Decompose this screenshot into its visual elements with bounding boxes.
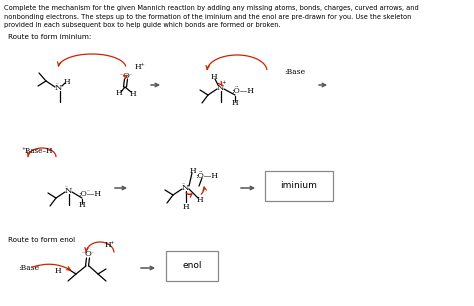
- Bar: [166, 251, 218, 281]
- Text: N: N: [182, 184, 189, 192]
- Text: ··: ··: [55, 81, 59, 86]
- Text: Route to form iminium:: Route to form iminium:: [8, 34, 91, 40]
- Text: nonbonding electrons. The steps up to the formation of the iminium and the enol : nonbonding electrons. The steps up to th…: [4, 13, 411, 20]
- Text: provided in each subsequent box to help guide which bonds are formed or broken.: provided in each subsequent box to help …: [4, 22, 281, 28]
- Text: N: N: [216, 84, 224, 92]
- Text: H: H: [232, 99, 238, 107]
- Text: H: H: [79, 201, 85, 209]
- Text: :Ö—H: :Ö—H: [231, 87, 255, 95]
- Text: +: +: [222, 80, 226, 84]
- Text: Complete the mechanism for the given Mannich reaction by adding any missing atom: Complete the mechanism for the given Man…: [4, 5, 419, 11]
- Text: H: H: [210, 73, 217, 81]
- Text: H: H: [190, 167, 196, 175]
- Bar: [265, 171, 333, 201]
- Text: ··: ··: [81, 251, 85, 256]
- Text: ··: ··: [86, 188, 90, 193]
- Text: enol: enol: [182, 262, 202, 271]
- Text: ·: ·: [91, 251, 93, 256]
- Text: :Base: :Base: [18, 264, 39, 272]
- Text: N: N: [64, 187, 72, 195]
- Text: :Base: :Base: [284, 68, 306, 76]
- Text: :O—H: :O—H: [79, 190, 101, 198]
- Text: :Ö—H: :Ö—H: [195, 172, 219, 180]
- Text: H: H: [64, 78, 70, 86]
- Text: ⁺Base–H: ⁺Base–H: [22, 147, 54, 155]
- Text: ··: ··: [182, 181, 185, 186]
- Text: H⁺: H⁺: [105, 241, 115, 249]
- Text: iminium: iminium: [281, 181, 318, 191]
- Text: ··: ··: [119, 73, 123, 77]
- Text: H: H: [197, 196, 203, 204]
- Text: H: H: [116, 89, 122, 97]
- Text: H: H: [130, 90, 137, 98]
- Text: N: N: [55, 84, 62, 92]
- Text: ·: ·: [129, 73, 131, 77]
- Text: O: O: [123, 72, 129, 80]
- Text: H: H: [182, 203, 189, 211]
- Text: H⁺: H⁺: [135, 63, 146, 71]
- Text: Route to form enol: Route to form enol: [8, 237, 75, 243]
- Text: ··: ··: [64, 185, 69, 189]
- Text: H: H: [55, 267, 61, 275]
- Text: O: O: [84, 250, 91, 258]
